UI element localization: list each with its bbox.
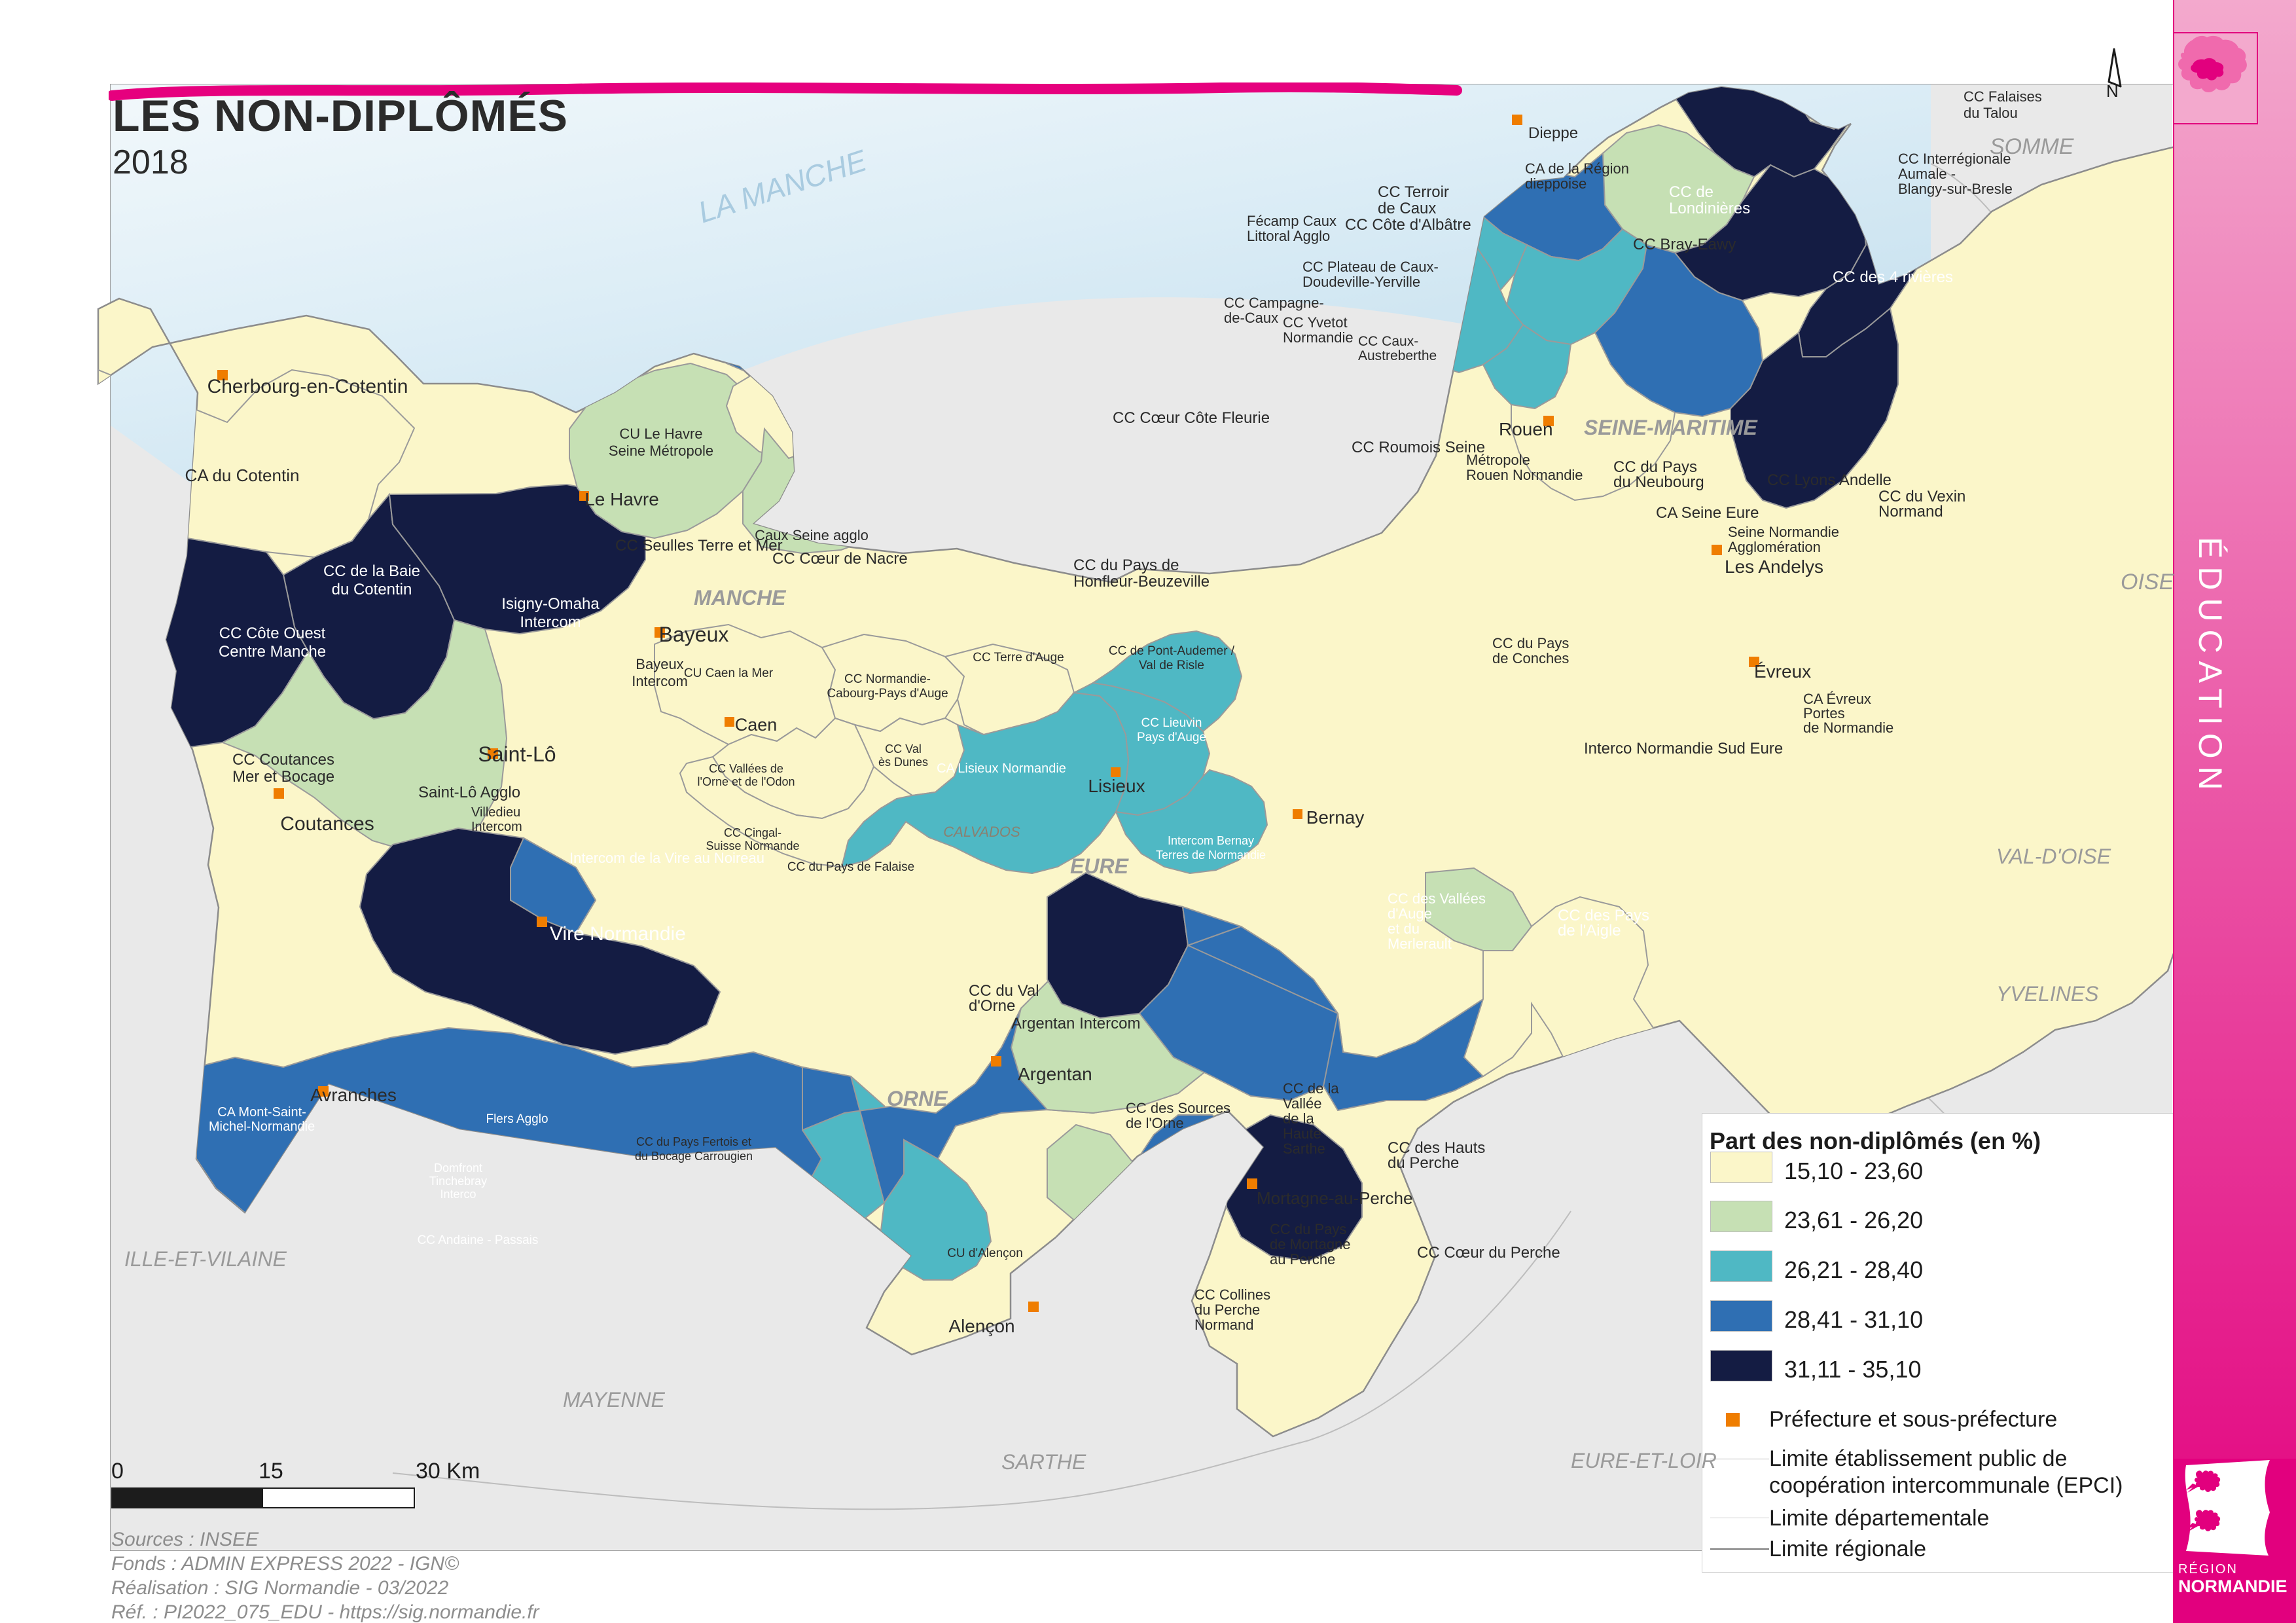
- svg-text:CC du Pays Fertois et: CC du Pays Fertois et: [636, 1135, 751, 1148]
- svg-text:Centre Manche: Centre Manche: [219, 643, 326, 661]
- svg-text:Saint-Lô Agglo: Saint-Lô Agglo: [418, 784, 520, 801]
- svg-text:N: N: [2106, 81, 2119, 98]
- svg-text:ÉDUCATION: ÉDUCATION: [2192, 537, 2229, 798]
- svg-text:CC Coutances: CC Coutances: [232, 751, 334, 769]
- svg-text:Intercom: Intercom: [520, 613, 581, 631]
- svg-text:Flers Agglo: Flers Agglo: [486, 1112, 548, 1126]
- svg-text:CC Val: CC Val: [885, 742, 922, 756]
- svg-text:CC Terre d'Auge: CC Terre d'Auge: [973, 651, 1064, 665]
- svg-text:CC Cingal-: CC Cingal-: [724, 826, 781, 839]
- svg-text:Pays d'Auge: Pays d'Auge: [1137, 731, 1206, 744]
- svg-text:CU Caen la Mer: CU Caen la Mer: [684, 666, 774, 680]
- svg-text:Mer et Bocage: Mer et Bocage: [232, 768, 334, 786]
- svg-text:du Cotentin: du Cotentin: [332, 581, 412, 598]
- svg-text:Terres de Normandie: Terres de Normandie: [1156, 848, 1266, 862]
- svg-text:CALVADOS: CALVADOS: [943, 824, 1020, 840]
- svg-text:Caen: Caen: [735, 715, 778, 735]
- svg-text:Val de Risle: Val de Risle: [1139, 659, 1204, 672]
- svg-text:Bernay: Bernay: [1306, 807, 1365, 828]
- svg-text:Seine Métropole: Seine Métropole: [609, 443, 713, 459]
- svg-text:Isigny-Omaha: Isigny-Omaha: [501, 595, 600, 613]
- svg-text:Intercom: Intercom: [632, 673, 688, 689]
- svg-text:Michel-Normandie: Michel-Normandie: [209, 1120, 315, 1134]
- svg-text:Alençon: Alençon: [948, 1316, 1014, 1336]
- svg-text:Avranches: Avranches: [310, 1085, 397, 1105]
- svg-text:Tinchebray: Tinchebray: [429, 1175, 487, 1188]
- svg-text:CU Le Havre: CU Le Havre: [619, 426, 702, 442]
- svg-text:Interco: Interco: [440, 1188, 476, 1201]
- svg-text:Domfront: Domfront: [434, 1161, 482, 1175]
- svg-text:l'Orne et de l'Odon: l'Orne et de l'Odon: [698, 775, 795, 788]
- svg-text:CC du Pays de Falaise: CC du Pays de Falaise: [787, 860, 914, 874]
- svg-text:CC Vallées de: CC Vallées de: [709, 762, 783, 775]
- svg-text:CC Lieuvin: CC Lieuvin: [1141, 716, 1202, 730]
- svg-text:CA Lisieux Normandie: CA Lisieux Normandie: [937, 761, 1066, 776]
- svg-text:Coutances: Coutances: [280, 813, 374, 835]
- svg-text:CC de la Baie: CC de la Baie: [323, 562, 420, 580]
- svg-text:CC de Pont-Audemer /: CC de Pont-Audemer /: [1109, 644, 1235, 658]
- svg-text:CC Normandie-: CC Normandie-: [844, 672, 931, 686]
- svg-text:du Bocage Carrougien: du Bocage Carrougien: [635, 1150, 753, 1163]
- svg-text:CC Andaine - Passais: CC Andaine - Passais: [418, 1233, 539, 1247]
- svg-text:Bayeux: Bayeux: [636, 656, 683, 672]
- svg-text:Intercom Bernay: Intercom Bernay: [1168, 834, 1254, 847]
- svg-text:CU d'Alençon: CU d'Alençon: [947, 1247, 1023, 1260]
- svg-text:CA du Cotentin: CA du Cotentin: [185, 465, 300, 485]
- svg-text:ès Dunes: ès Dunes: [878, 756, 928, 769]
- svg-text:CC Côte Ouest: CC Côte Ouest: [219, 625, 326, 642]
- svg-text:Le Havre: Le Havre: [584, 489, 659, 509]
- svg-text:Saint-Lô: Saint-Lô: [478, 742, 556, 766]
- svg-text:Cabourg-Pays d'Auge: Cabourg-Pays d'Auge: [827, 687, 948, 701]
- svg-text:CA Mont-Saint-: CA Mont-Saint-: [217, 1105, 306, 1120]
- svg-text:Cherbourg-en-Cotentin: Cherbourg-en-Cotentin: [207, 376, 408, 397]
- svg-text:Bayeux: Bayeux: [659, 623, 729, 646]
- svg-text:Lisieux: Lisieux: [1088, 776, 1145, 796]
